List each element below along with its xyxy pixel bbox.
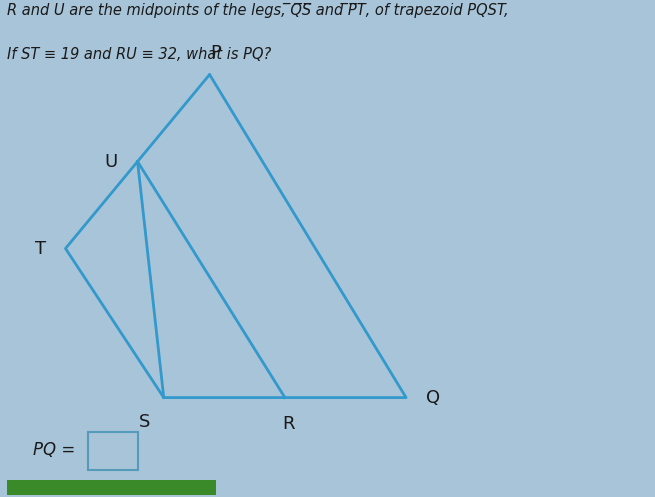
Text: T: T xyxy=(35,240,46,257)
Text: U: U xyxy=(105,153,118,170)
FancyBboxPatch shape xyxy=(88,432,138,470)
FancyBboxPatch shape xyxy=(7,480,216,495)
Text: Q: Q xyxy=(426,389,440,407)
Text: PQ =: PQ = xyxy=(33,441,81,459)
Text: If ST ≡ 19 and RU ≡ 32, what is PQ?: If ST ≡ 19 and RU ≡ 32, what is PQ? xyxy=(7,47,271,62)
Text: P: P xyxy=(211,44,221,62)
Text: R: R xyxy=(282,415,295,433)
Text: S: S xyxy=(140,413,151,430)
Text: R and U are the midpoints of the legs, ̅Q̅S̅ and ̅P̅T̅, of trapezoid PQST,: R and U are the midpoints of the legs, ̅… xyxy=(7,2,508,17)
